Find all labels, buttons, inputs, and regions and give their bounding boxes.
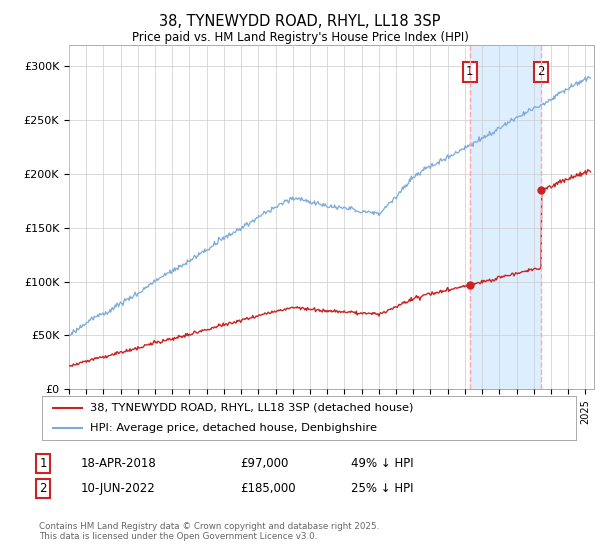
Text: Price paid vs. HM Land Registry's House Price Index (HPI): Price paid vs. HM Land Registry's House …: [131, 31, 469, 44]
Text: £185,000: £185,000: [240, 482, 296, 495]
Text: £97,000: £97,000: [240, 457, 289, 470]
Text: 38, TYNEWYDD ROAD, RHYL, LL18 3SP (detached house): 38, TYNEWYDD ROAD, RHYL, LL18 3SP (detac…: [90, 403, 413, 413]
Text: HPI: Average price, detached house, Denbighshire: HPI: Average price, detached house, Denb…: [90, 423, 377, 433]
Text: 2: 2: [538, 65, 545, 78]
Text: 25% ↓ HPI: 25% ↓ HPI: [351, 482, 413, 495]
Text: Contains HM Land Registry data © Crown copyright and database right 2025.
This d: Contains HM Land Registry data © Crown c…: [39, 522, 379, 542]
Text: 38, TYNEWYDD ROAD, RHYL, LL18 3SP: 38, TYNEWYDD ROAD, RHYL, LL18 3SP: [159, 14, 441, 29]
Text: 1: 1: [466, 65, 473, 78]
Text: 1: 1: [40, 457, 47, 470]
Text: 2: 2: [40, 482, 47, 495]
Text: 10-JUN-2022: 10-JUN-2022: [81, 482, 156, 495]
Text: 18-APR-2018: 18-APR-2018: [81, 457, 157, 470]
Bar: [470, 45, 541, 389]
Text: 49% ↓ HPI: 49% ↓ HPI: [351, 457, 413, 470]
